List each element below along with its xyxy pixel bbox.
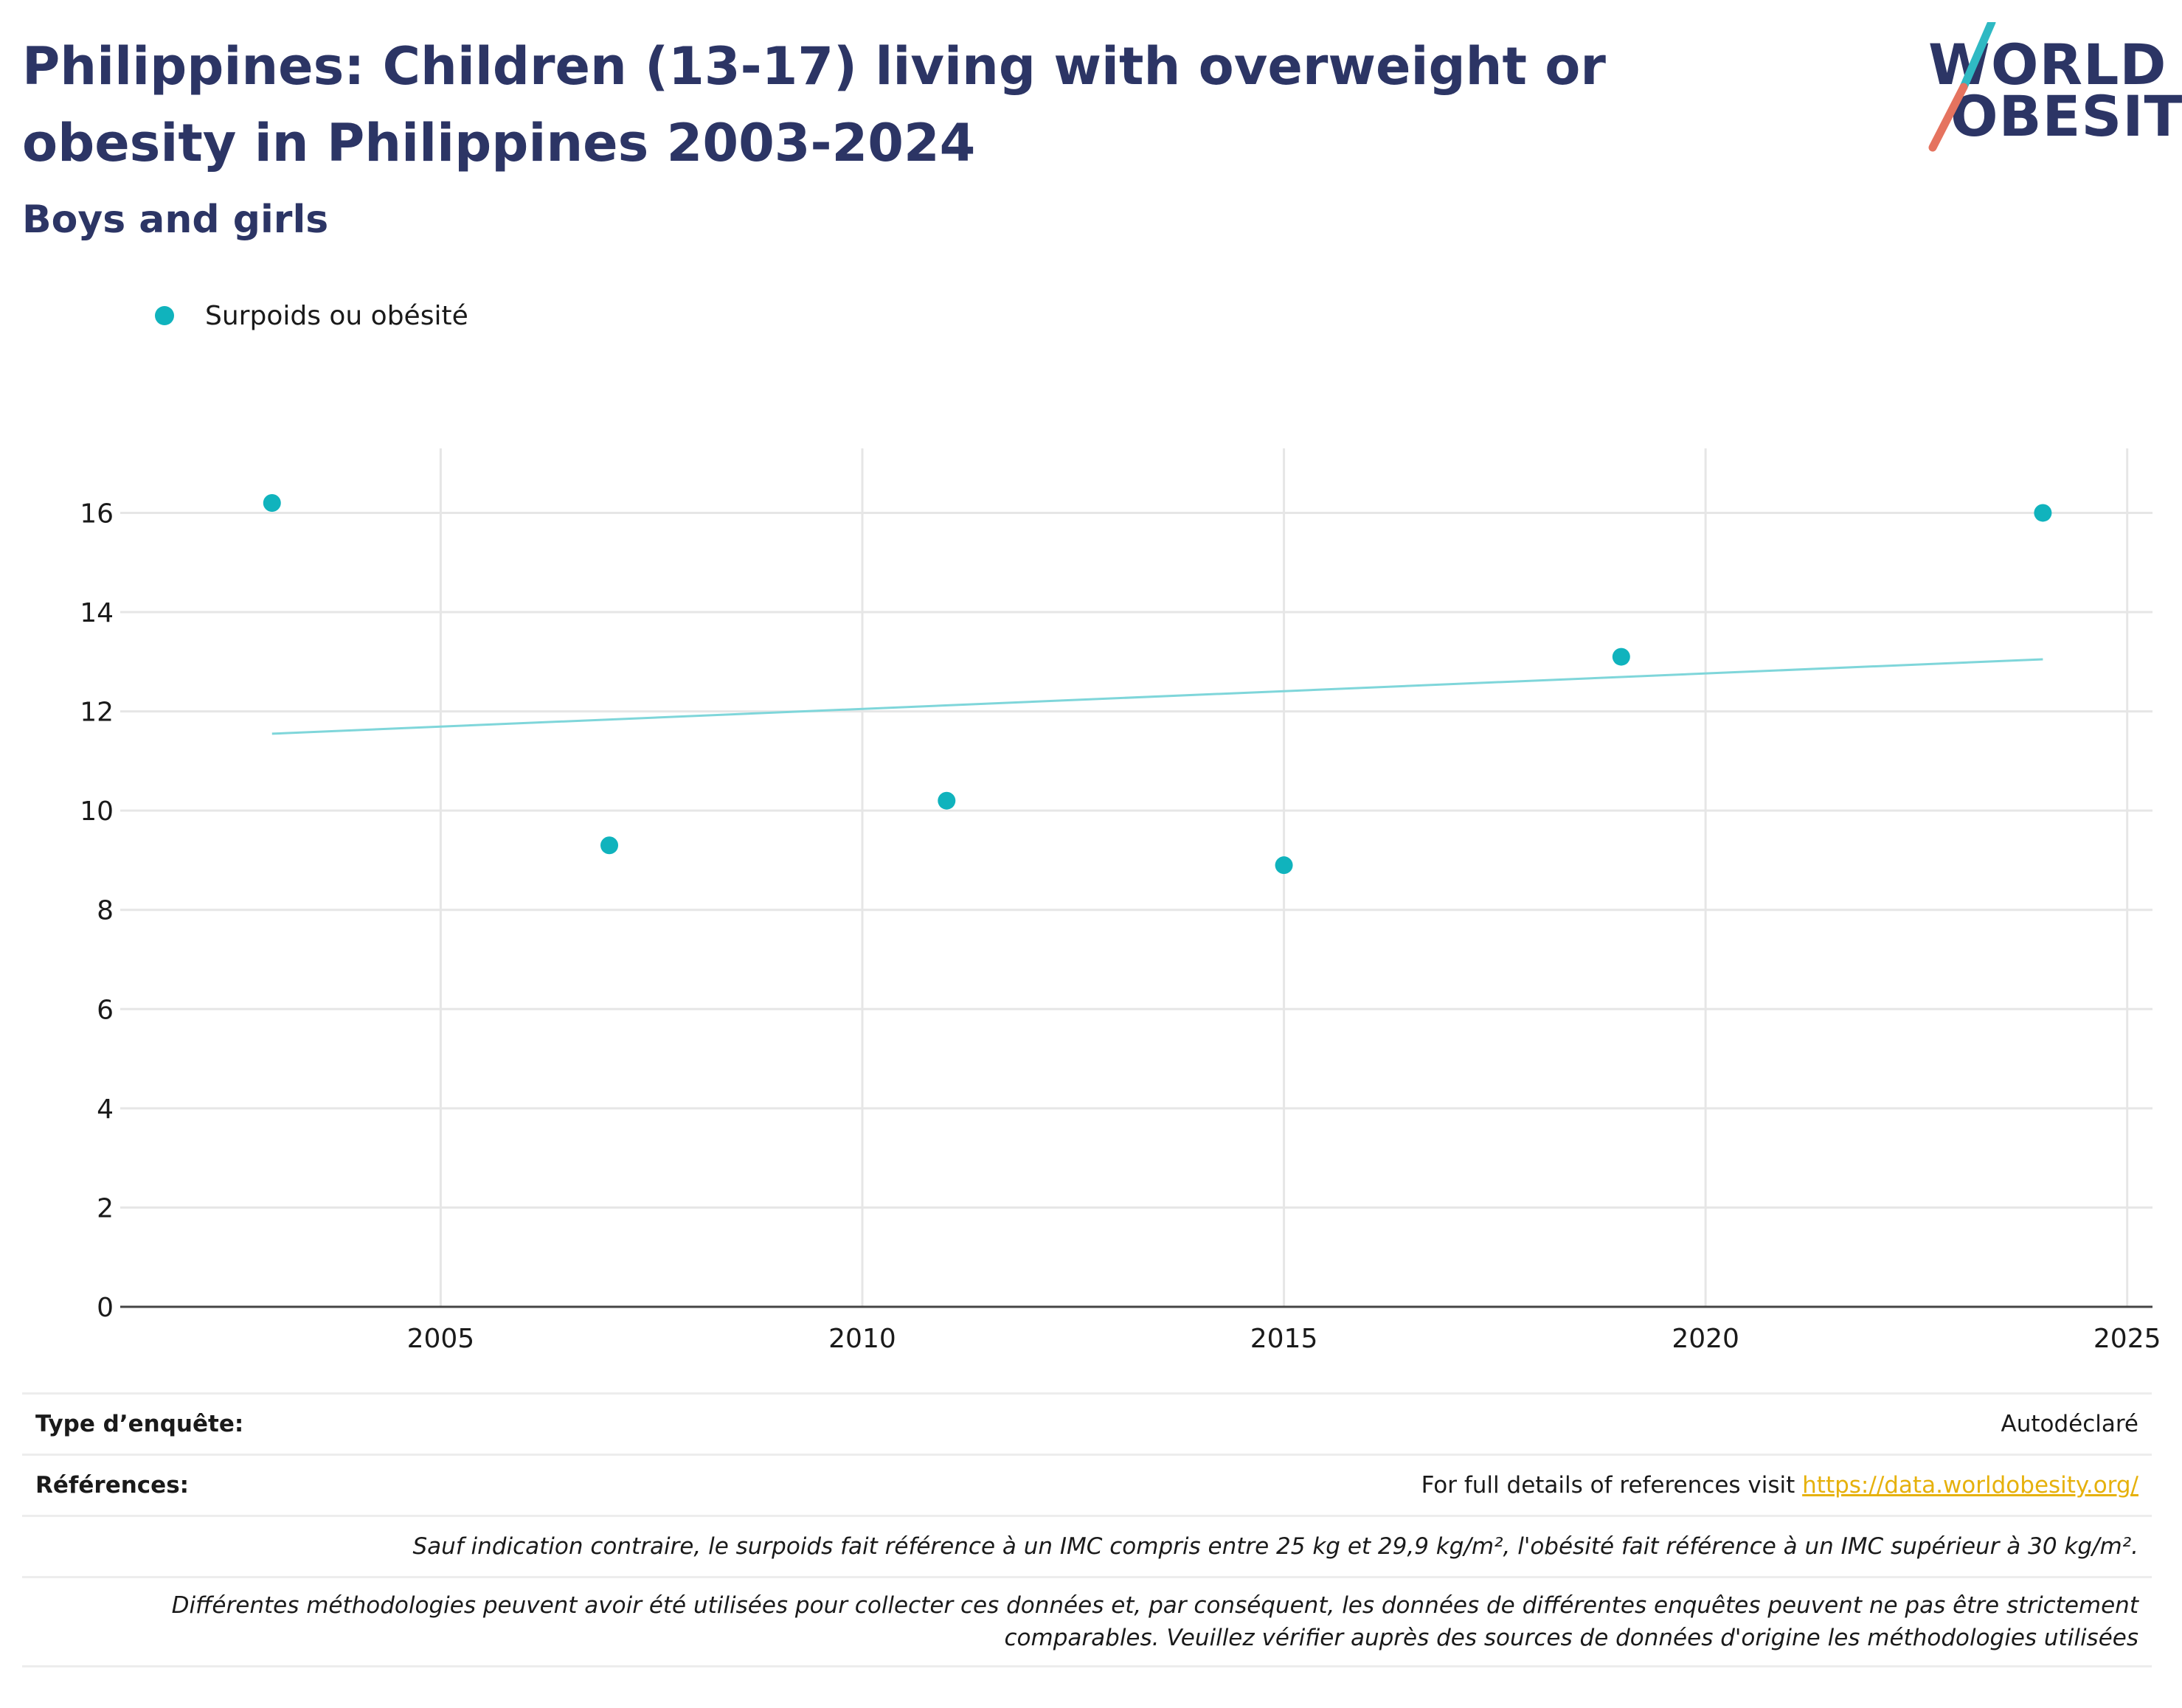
x-gridlines (439, 448, 2129, 1307)
data-point (1275, 856, 1293, 875)
y-gridlines (120, 511, 2152, 1209)
data-point (938, 791, 956, 810)
y-tick-label: 2 (97, 1193, 114, 1223)
chart-subtitle: Boys and girls (22, 198, 329, 242)
y-tick-label: 0 (97, 1293, 114, 1323)
data-point (1612, 648, 1630, 666)
chart-legend: Surpoids ou obésité (155, 295, 468, 336)
survey-type-row: Type d’enquête: Autodéclaré (22, 1392, 2152, 1454)
x-tick-label: 2005 (407, 1324, 475, 1354)
footer-table: Type d’enquête: Autodéclaré Références: … (22, 1392, 2152, 1667)
trendline-group (271, 658, 2043, 735)
references-label: Références: (35, 1472, 190, 1499)
bmi-note: Sauf indication contraire, le surpoids f… (412, 1533, 2138, 1560)
legend-marker (155, 306, 174, 325)
data-point (600, 836, 619, 855)
x-tick-label: 2025 (2093, 1324, 2161, 1354)
y-tick-label: 6 (97, 995, 114, 1025)
methodology-note-line2: comparables. Veuillez vérifier auprès de… (1004, 1625, 2138, 1651)
logo-word-obesity: OBESITY (1950, 83, 2182, 149)
y-tick-label: 4 (97, 1094, 114, 1125)
y-tick-labels: 0 2 4 6 8 10 12 14 16 (80, 499, 114, 1323)
trendline (271, 658, 2043, 735)
y-tick-label: 14 (80, 598, 114, 628)
logo-slash-top (1959, 22, 1996, 91)
methodology-note: Différentes méthodologies peuvent avoir … (172, 1589, 2138, 1654)
references-text: For full details of references visit (1421, 1472, 1803, 1499)
data-point (263, 494, 281, 513)
y-tick-label: 16 (80, 499, 114, 529)
x-tick-label: 2010 (828, 1324, 896, 1354)
legend-label: Surpoids ou obésité (205, 300, 468, 331)
x-tick-labels: 2005 2010 2015 2020 2025 (407, 1324, 2161, 1354)
references-row: Références: For full details of referenc… (22, 1454, 2152, 1515)
chart-title: Philippines: Children (13-17) living wit… (22, 36, 1606, 173)
bmi-note-row: Sauf indication contraire, le surpoids f… (22, 1515, 2152, 1576)
methodology-note-line1: Différentes méthodologies peuvent avoir … (171, 1592, 2138, 1619)
references-value: For full details of references visit htt… (1421, 1472, 2138, 1499)
y-tick-label: 10 (80, 796, 114, 827)
y-tick-label: 8 (97, 896, 114, 926)
x-tick-label: 2015 (1250, 1324, 1318, 1354)
world-obesity-logo: WORLD OBESITY (1918, 22, 2182, 159)
methodology-note-row: Différentes méthodologies peuvent avoir … (22, 1576, 2152, 1667)
x-tick-label: 2020 (1672, 1324, 1739, 1354)
y-tick-label: 12 (80, 698, 114, 728)
survey-type-value: Autodéclaré (2001, 1411, 2138, 1437)
logo-slash-icon (1928, 22, 1996, 152)
logo-slash-bottom (1928, 83, 1968, 152)
scatter-chart: 0 2 4 6 8 10 12 14 16 2005 2010 2015 2020 2025 (80, 448, 2161, 1354)
survey-type-label: Type d’enquête: (35, 1411, 244, 1437)
data-point (2034, 504, 2052, 522)
data-points (263, 494, 2052, 875)
references-link[interactable]: https://data.worldobesity.org/ (1802, 1472, 2138, 1499)
